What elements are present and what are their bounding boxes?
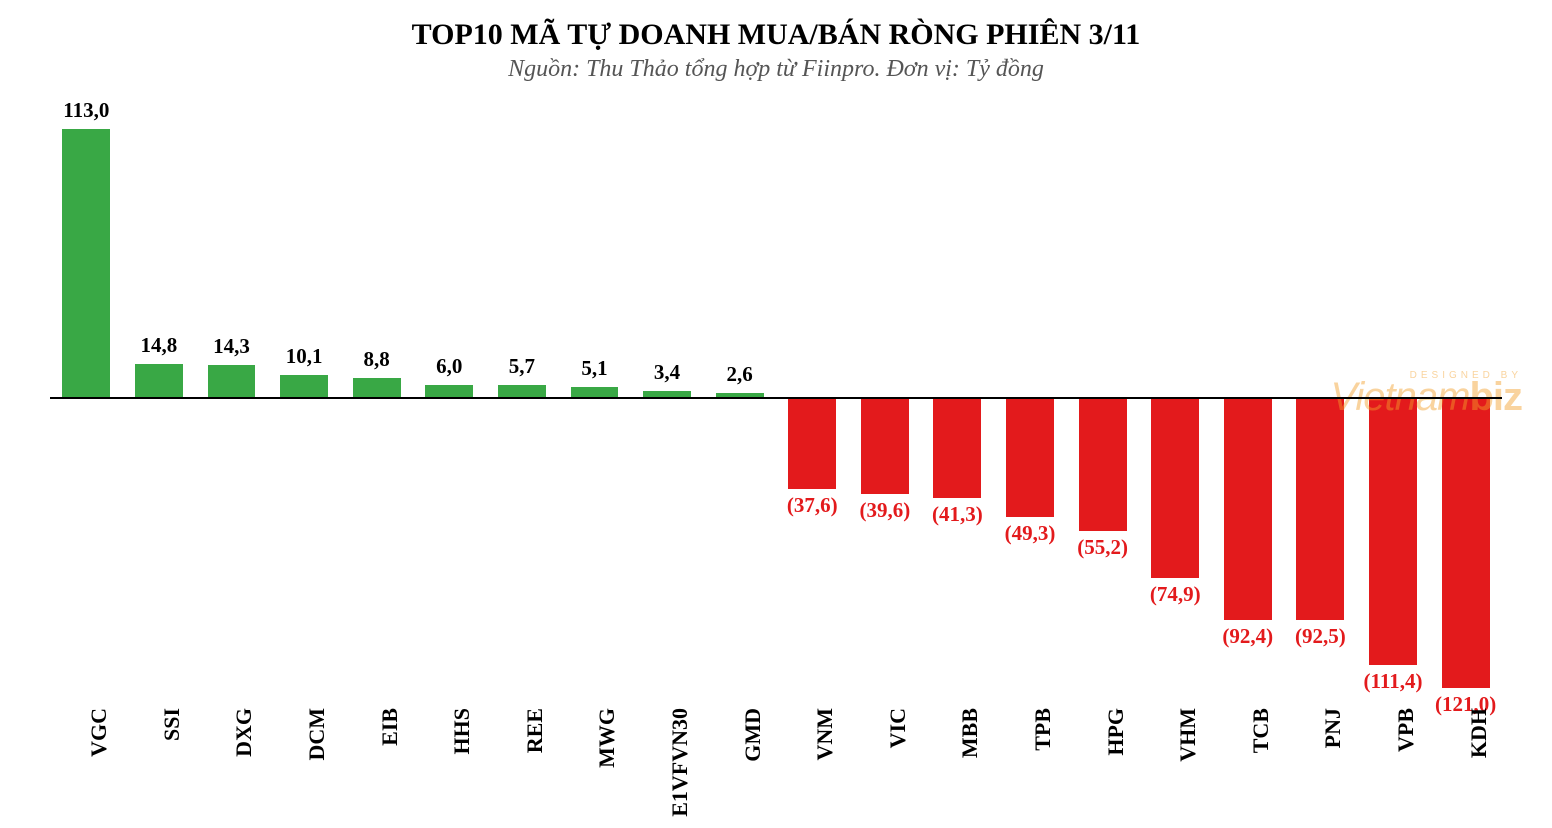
bar-slot: 5,1 bbox=[558, 100, 631, 698]
bars-row: 113,014,814,310,18,86,05,75,13,42,6(37,6… bbox=[50, 100, 1502, 698]
bar-slot: (41,3) bbox=[921, 100, 994, 698]
bar bbox=[1224, 399, 1272, 620]
bar bbox=[135, 364, 183, 399]
bar bbox=[280, 375, 328, 399]
x-label-slot: HPG bbox=[1066, 698, 1139, 828]
x-axis-label: MBB bbox=[957, 708, 983, 758]
bar-slot: (92,4) bbox=[1212, 100, 1285, 698]
bar-slot: (37,6) bbox=[776, 100, 849, 698]
bar-value-label: (55,2) bbox=[1055, 535, 1149, 560]
bar bbox=[1369, 399, 1417, 665]
x-axis-label: KDH bbox=[1466, 708, 1492, 758]
bar bbox=[1296, 399, 1344, 620]
x-axis-label: TPB bbox=[1030, 708, 1056, 751]
x-label-slot: HHS bbox=[413, 698, 486, 828]
bar-value-label: 113,0 bbox=[39, 98, 133, 123]
bar-slot: (55,2) bbox=[1066, 100, 1139, 698]
bar-slot: 14,3 bbox=[195, 100, 268, 698]
x-axis-label: DXG bbox=[231, 708, 257, 757]
bar bbox=[62, 129, 110, 399]
bar-slot: (111,4) bbox=[1357, 100, 1430, 698]
x-axis-label: VPB bbox=[1393, 708, 1419, 752]
x-label-slot: PNJ bbox=[1284, 698, 1357, 828]
bar-slot: 6,0 bbox=[413, 100, 486, 698]
bar-slot: 10,1 bbox=[268, 100, 341, 698]
x-label-slot: VNM bbox=[776, 698, 849, 828]
x-label-slot: DCM bbox=[268, 698, 341, 828]
x-label-slot: KDH bbox=[1429, 698, 1502, 828]
x-axis-label: VGC bbox=[86, 708, 112, 757]
x-label-slot: TPB bbox=[994, 698, 1067, 828]
bar-slot: (121,0) bbox=[1429, 100, 1502, 698]
x-label-slot: VHM bbox=[1139, 698, 1212, 828]
x-axis-label: VIC bbox=[885, 708, 911, 748]
x-axis-label: VHM bbox=[1175, 708, 1201, 762]
bar bbox=[788, 399, 836, 489]
bar-slot: (49,3) bbox=[994, 100, 1067, 698]
x-label-slot: TCB bbox=[1212, 698, 1285, 828]
bar-value-label: (111,4) bbox=[1346, 669, 1440, 694]
x-axis-label: DCM bbox=[304, 708, 330, 761]
bar bbox=[1442, 399, 1490, 688]
x-label-slot: VPB bbox=[1357, 698, 1430, 828]
bar-slot: 2,6 bbox=[703, 100, 776, 698]
x-label-slot: DXG bbox=[195, 698, 268, 828]
x-label-slot: REE bbox=[486, 698, 559, 828]
x-axis-label: TCB bbox=[1248, 708, 1274, 753]
x-label-slot: E1VFVN30 bbox=[631, 698, 704, 828]
x-axis-labels: VGC SSI DXG DCM EIB HHS REE MWG E1VFVN30 GMD VNM VI… bbox=[50, 698, 1502, 828]
bar-value-label: (74,9) bbox=[1128, 582, 1222, 607]
bar-slot: 5,7 bbox=[486, 100, 559, 698]
x-label-slot: MWG bbox=[558, 698, 631, 828]
bar-slot: 14,8 bbox=[123, 100, 196, 698]
x-axis-label: HHS bbox=[449, 708, 475, 754]
bar bbox=[353, 378, 401, 399]
x-label-slot: SSI bbox=[123, 698, 196, 828]
bar bbox=[1006, 399, 1054, 517]
bar bbox=[933, 399, 981, 498]
x-axis-label: EIB bbox=[377, 708, 403, 746]
chart-title: TOP10 MÃ TỰ DOANH MUA/BÁN RÒNG PHIÊN 3/1… bbox=[0, 0, 1552, 52]
x-axis-label: MWG bbox=[594, 708, 620, 768]
x-label-slot: EIB bbox=[340, 698, 413, 828]
bar-value-label: (92,5) bbox=[1273, 624, 1367, 649]
x-axis-label: SSI bbox=[159, 708, 185, 741]
x-axis-label: E1VFVN30 bbox=[667, 708, 693, 817]
bar bbox=[1079, 399, 1127, 531]
bar bbox=[208, 365, 256, 399]
bar-slot: (74,9) bbox=[1139, 100, 1212, 698]
x-axis-label: VNM bbox=[812, 708, 838, 761]
bar bbox=[1151, 399, 1199, 578]
x-label-slot: VIC bbox=[849, 698, 922, 828]
x-label-slot: GMD bbox=[703, 698, 776, 828]
x-label-slot: MBB bbox=[921, 698, 994, 828]
chart-container: TOP10 MÃ TỰ DOANH MUA/BÁN RÒNG PHIÊN 3/1… bbox=[0, 0, 1552, 828]
bar-slot: (92,5) bbox=[1284, 100, 1357, 698]
bar-slot: 113,0 bbox=[50, 100, 123, 698]
x-axis-label: REE bbox=[522, 708, 548, 753]
chart-subtitle: Nguồn: Thu Thảo tổng hợp từ Fiinpro. Đơn… bbox=[0, 56, 1552, 83]
x-axis-label: PNJ bbox=[1320, 708, 1346, 748]
bar-slot: 3,4 bbox=[631, 100, 704, 698]
bar bbox=[861, 399, 909, 494]
x-axis-label: HPG bbox=[1103, 708, 1129, 756]
x-axis-label: GMD bbox=[740, 708, 766, 762]
plot-area: 113,014,814,310,18,86,05,75,13,42,6(37,6… bbox=[50, 100, 1502, 698]
baseline bbox=[50, 397, 1502, 399]
bar-value-label: 2,6 bbox=[692, 362, 786, 387]
bar-slot: (39,6) bbox=[849, 100, 922, 698]
x-label-slot: VGC bbox=[50, 698, 123, 828]
bar-slot: 8,8 bbox=[340, 100, 413, 698]
